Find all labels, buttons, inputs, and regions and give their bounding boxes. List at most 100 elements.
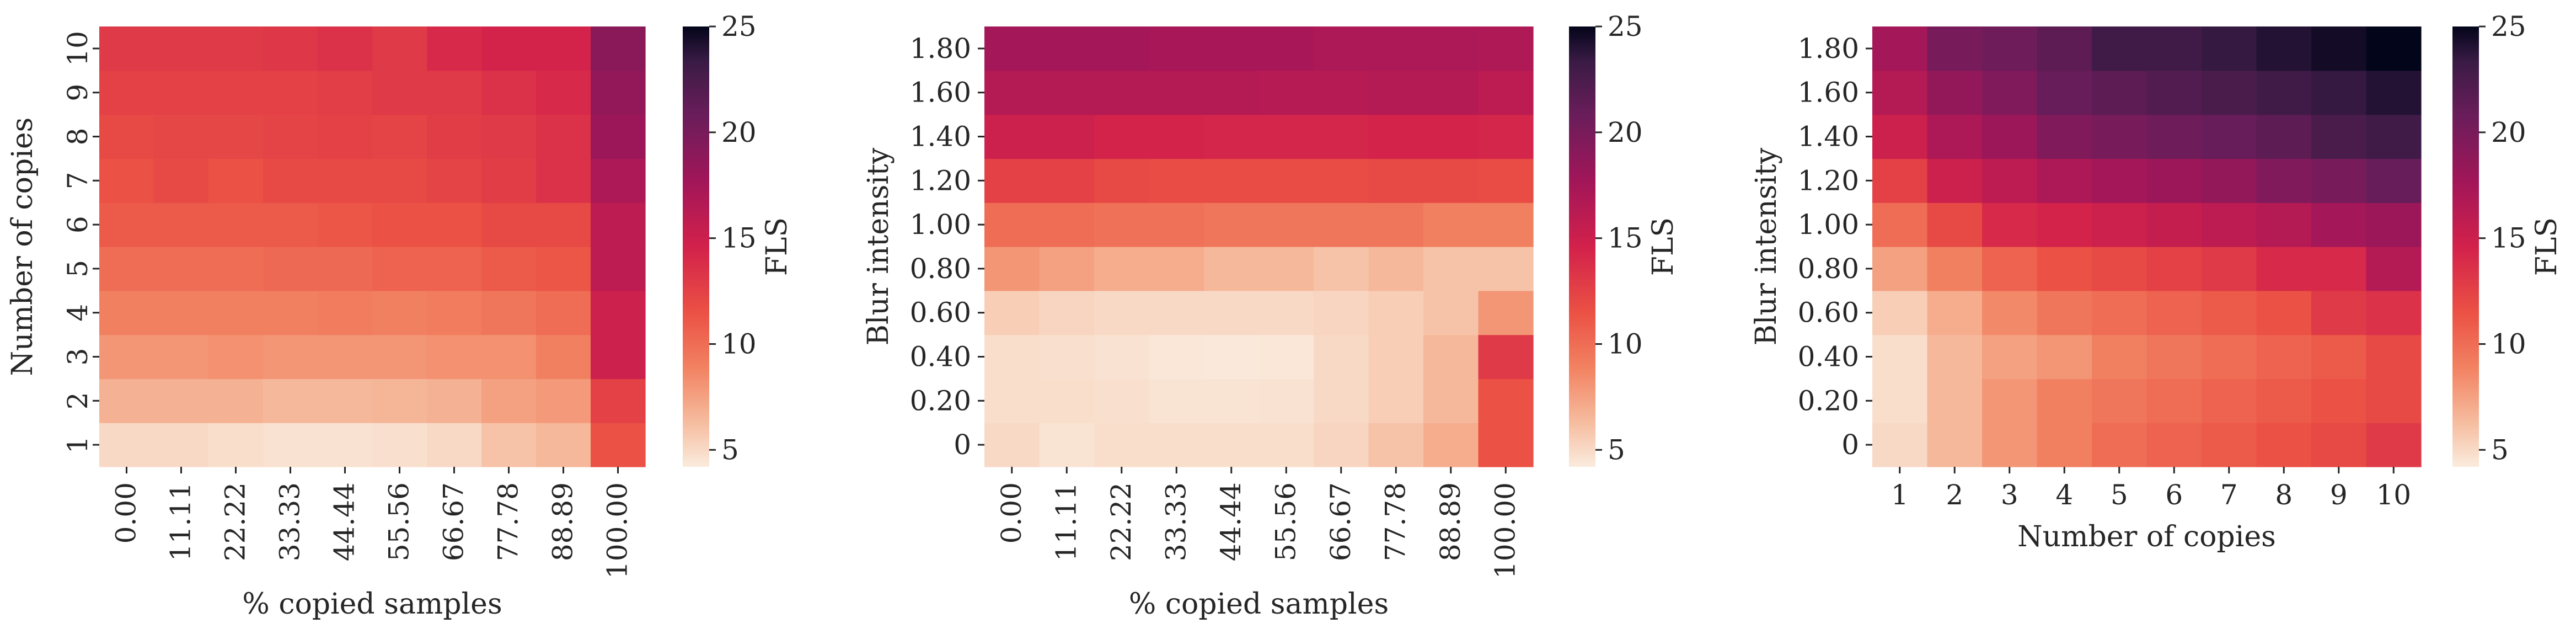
y-tick-label: 0.40 (1798, 341, 1859, 373)
heatmap-cell-r9-c3 (1149, 26, 1204, 71)
y-tick-label: 4 (62, 304, 94, 322)
x-tick-label: 77.78 (492, 482, 524, 561)
heatmap-cell-r4-c0 (1872, 247, 1928, 291)
heatmap-cell-r5-c0 (1872, 203, 1928, 247)
heatmap-cell-r3-c5 (2146, 290, 2202, 335)
heatmap-cell-r3-c4 (318, 290, 373, 335)
y-tick-label: 5 (62, 260, 94, 278)
x-tick-label: 11.11 (165, 482, 197, 561)
heatmap-cell-r2-c8 (536, 334, 591, 379)
y-tick-label: 0 (954, 429, 971, 461)
x-tick-label: 100.00 (1489, 482, 1521, 579)
heatmap-cell-r5-c8 (1423, 203, 1479, 247)
x-tick-label: 0.00 (110, 482, 142, 544)
heatmap-cell-r4-c4 (1204, 247, 1260, 291)
heatmap-cell-r9-c8 (2311, 26, 2367, 71)
heatmap-cell-r5-c6 (427, 203, 482, 247)
heatmap-cell-r2-c7 (2256, 334, 2312, 379)
heatmap-cell-r6-c7 (1368, 158, 1424, 203)
x-tick-label: 55.56 (1270, 482, 1302, 561)
heatmap-cell-r7-c1 (154, 114, 209, 159)
colorbar-tick-label: 10 (2491, 328, 2526, 360)
heatmap-cell-r9-c8 (1423, 26, 1479, 71)
heatmap-cell-r3-c1 (1039, 290, 1095, 335)
y-axis-label: Blur intensity (862, 147, 895, 345)
heatmap-cell-r5-c4 (2092, 203, 2147, 247)
heatmap-cell-r6-c7 (2256, 158, 2312, 203)
y-tick-label: 0.40 (910, 341, 971, 373)
heatmap-cell-r9-c6 (427, 26, 482, 71)
y-tick-label: 1.80 (910, 33, 971, 65)
heatmap-cell-r1-c5 (372, 379, 427, 423)
heatmap-cell-r3-c8 (2311, 290, 2367, 335)
colorbar-tick-label: 5 (2491, 434, 2509, 466)
heatmap-cell-r7-c4 (318, 114, 373, 159)
heatmap-cell-r2-c0 (1872, 334, 1928, 379)
y-tick-label: 0.80 (1798, 253, 1859, 285)
heatmap-cell-r2-c0 (984, 334, 1040, 379)
y-tick-label: 0.60 (910, 297, 971, 329)
x-tick-label: 8 (2275, 479, 2293, 511)
heatmap-cell-r3-c3 (263, 290, 318, 335)
heatmap-cell-r0-c3 (1149, 423, 1204, 467)
heatmap-cell-r6-c0 (1872, 158, 1928, 203)
heatmap-cell-r8-c8 (1423, 70, 1479, 115)
x-tick-label: 2 (1946, 479, 1963, 511)
heatmap-cell-r3-c7 (1368, 290, 1424, 335)
heatmap-cell-r0-c4 (2092, 423, 2147, 467)
heatmap-cell-r2-c9 (591, 334, 646, 379)
heatmap-cell-r9-c4 (2092, 26, 2147, 71)
heatmap-cell-r7-c9 (1478, 114, 1534, 159)
y-tick-label: 8 (62, 128, 94, 146)
heatmap-cell-r4-c8 (2311, 247, 2367, 291)
heatmap-cell-r4-c0 (99, 247, 154, 291)
heatmap-cell-r8-c4 (1204, 70, 1260, 115)
heatmap-cell-r3-c2 (1094, 290, 1150, 335)
x-tick-label: 6 (2165, 479, 2183, 511)
heatmap-cell-r2-c9 (1478, 334, 1534, 379)
heatmap-cell-r7-c0 (984, 114, 1040, 159)
heatmap-cell-r6-c8 (2311, 158, 2367, 203)
heatmap-cell-r4-c7 (2256, 247, 2312, 291)
heatmap-cell-r9-c2 (1982, 26, 2038, 71)
heatmap-cell-r1-c9 (2366, 379, 2422, 423)
heatmap-cell-r4-c3 (2037, 247, 2092, 291)
heatmap-cell-r1-c8 (2311, 379, 2367, 423)
heatmap-cell-r1-c3 (2037, 379, 2092, 423)
colorbar-tick-label: 20 (721, 116, 757, 148)
heatmap-cell-r5-c3 (2037, 203, 2092, 247)
heatmap-cell-r5-c6 (1314, 203, 1369, 247)
heatmap-cell-r6-c9 (2366, 158, 2422, 203)
heatmap-cell-r6-c2 (208, 158, 264, 203)
heatmap-cell-r1-c3 (1149, 379, 1204, 423)
heatmap-cell-r7-c8 (2311, 114, 2367, 159)
heatmap-cell-r2-c2 (208, 334, 264, 379)
x-axis-label: % copied samples (1129, 588, 1389, 621)
x-tick-label: 66.67 (1325, 482, 1357, 561)
heatmap-cell-r2-c1 (1039, 334, 1095, 379)
heatmap-cell-r8-c2 (1982, 70, 2038, 115)
heatmap-cell-r7-c7 (481, 114, 537, 159)
heatmap-cell-r2-c6 (427, 334, 482, 379)
heatmap-cell-r2-c6 (1314, 334, 1369, 379)
heatmap-cell-r7-c2 (1982, 114, 2038, 159)
heatmap-cell-r7-c9 (2366, 114, 2422, 159)
heatmap-copies-vs-percent: 0.00 11.11 22.22 33.33 44.44 55.56 66.67 77.78 8… (6, 10, 794, 621)
x-axis-label: % copied samples (242, 588, 502, 621)
heatmap-cell-r1-c6 (427, 379, 482, 423)
heatmap-cell-r0-c8 (1423, 423, 1479, 467)
colorbar (2452, 26, 2479, 467)
x-tick-label: 100.00 (602, 482, 634, 579)
x-tick-label: 33.33 (274, 482, 306, 561)
heatmap-cell-r1-c8 (536, 379, 591, 423)
heatmap-cell-r8-c3 (2037, 70, 2092, 115)
heatmap-cell-r3-c8 (536, 290, 591, 335)
y-tick-label: 7 (62, 172, 94, 189)
heatmap-cell-r0-c5 (372, 423, 427, 467)
heatmap-cell-r4-c4 (2092, 247, 2147, 291)
heatmap-cell-r1-c5 (2146, 379, 2202, 423)
heatmap-cell-r3-c7 (481, 290, 537, 335)
heatmap-cell-r6-c6 (2202, 158, 2257, 203)
heatmap-cell-r8-c1 (1927, 70, 1983, 115)
heatmap-cell-r3-c7 (2256, 290, 2312, 335)
